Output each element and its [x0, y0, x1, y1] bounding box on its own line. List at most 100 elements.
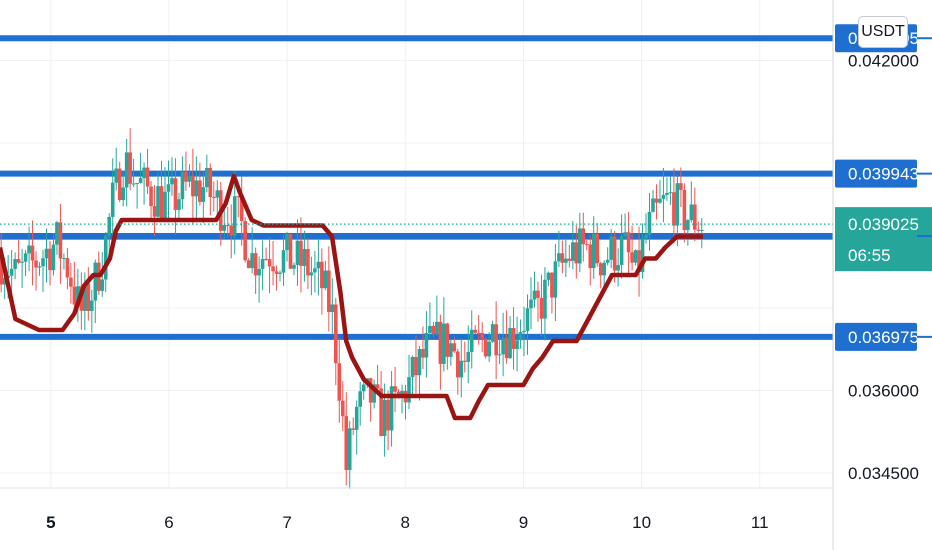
candle-body	[246, 260, 251, 269]
candle-body	[421, 349, 425, 358]
candle-body	[449, 343, 453, 357]
candle-body	[267, 259, 272, 267]
candle-body	[647, 211, 652, 235]
candle-body	[351, 428, 356, 430]
candle-body	[347, 428, 352, 470]
candle-body	[107, 216, 112, 236]
candle-body	[93, 262, 98, 301]
candle-body	[159, 186, 164, 219]
level-price-label	[835, 322, 917, 351]
candle-body	[225, 225, 230, 227]
candle-body	[699, 229, 704, 231]
x-tick-label: 5	[46, 513, 55, 532]
candle-body	[553, 261, 558, 298]
candle-body	[44, 248, 49, 259]
candle-body	[522, 330, 526, 333]
last-price-label	[835, 207, 932, 272]
candle-body	[23, 253, 28, 262]
countdown-timer: 06:55	[848, 246, 891, 265]
candle-body	[466, 351, 471, 362]
candle-body	[243, 220, 247, 261]
candle-body	[253, 253, 258, 276]
candle-body	[508, 327, 512, 359]
candle-body	[131, 183, 136, 185]
candle-body	[637, 250, 641, 272]
candle-body	[435, 321, 439, 335]
candle-body	[686, 220, 690, 231]
candle-body	[658, 198, 662, 203]
price-axis[interactable]	[833, 0, 932, 550]
candle-body	[424, 332, 429, 358]
candle-body	[386, 399, 390, 431]
candle-body	[55, 222, 59, 245]
x-tick-label: 7	[282, 513, 291, 532]
candle-body	[640, 238, 645, 272]
candle-body	[417, 349, 422, 376]
candle-body	[69, 277, 73, 287]
candle-body	[281, 250, 286, 273]
candle-body	[393, 386, 397, 392]
candle-body	[83, 283, 87, 311]
candle-body	[668, 192, 673, 194]
candle-body	[518, 332, 523, 341]
candle-body	[689, 204, 694, 221]
y-axis-ticks: 0.042000 0.036000 0.034500	[848, 52, 919, 484]
candle-body	[27, 245, 31, 254]
candle-body	[110, 182, 115, 217]
candle-body	[609, 236, 613, 260]
candle-body	[260, 258, 265, 269]
candle-body	[2, 277, 7, 285]
candle-body	[41, 258, 45, 267]
candle-body	[156, 186, 160, 217]
candle-body	[34, 260, 38, 268]
candle-body	[529, 299, 533, 309]
candle-body	[205, 167, 209, 188]
candle-body	[100, 279, 105, 291]
candle-body	[644, 234, 648, 239]
candle-body	[184, 171, 188, 182]
candle-body	[208, 167, 213, 197]
candle-body	[598, 263, 603, 276]
candle-body	[623, 232, 627, 236]
candle-body	[626, 232, 631, 253]
candle-body	[37, 266, 42, 268]
candle-body	[389, 386, 394, 431]
candle-body	[337, 363, 342, 401]
indicator-group	[0, 173, 703, 421]
candle-body	[630, 252, 634, 263]
candle-body	[455, 351, 460, 378]
candle-body	[177, 199, 181, 210]
candle-body	[149, 186, 153, 207]
price-axis-labels: 0.0424050.0399430.0388080.0369750.039025…	[835, 24, 932, 351]
candle-body	[250, 253, 254, 269]
candle-body	[187, 175, 192, 182]
candle-body	[142, 167, 146, 179]
candle-body	[51, 244, 56, 271]
candle-body	[58, 222, 63, 259]
candle-body	[103, 235, 108, 280]
candle-body	[602, 262, 606, 276]
candle-body	[65, 258, 70, 278]
candle-body	[302, 248, 307, 266]
candle-body	[532, 290, 537, 300]
currency-badge[interactable]: USDT	[858, 16, 908, 48]
candle-body	[86, 283, 91, 311]
candle-body	[515, 340, 519, 349]
candle-body	[490, 324, 495, 342]
candle-body	[117, 168, 122, 201]
candle-body	[173, 178, 178, 210]
candle-body	[327, 270, 331, 313]
level-price-label	[835, 159, 917, 188]
candle-body	[682, 189, 687, 231]
candle-body	[379, 388, 383, 436]
candle-body	[382, 399, 387, 436]
candle-body	[285, 234, 289, 251]
candle-body	[560, 253, 565, 263]
candle-body	[264, 258, 268, 260]
candle-body	[591, 233, 596, 269]
candle-body	[180, 171, 185, 200]
x-tick-label: 10	[632, 513, 651, 532]
candle-body	[487, 341, 491, 357]
candle-body	[665, 193, 669, 195]
